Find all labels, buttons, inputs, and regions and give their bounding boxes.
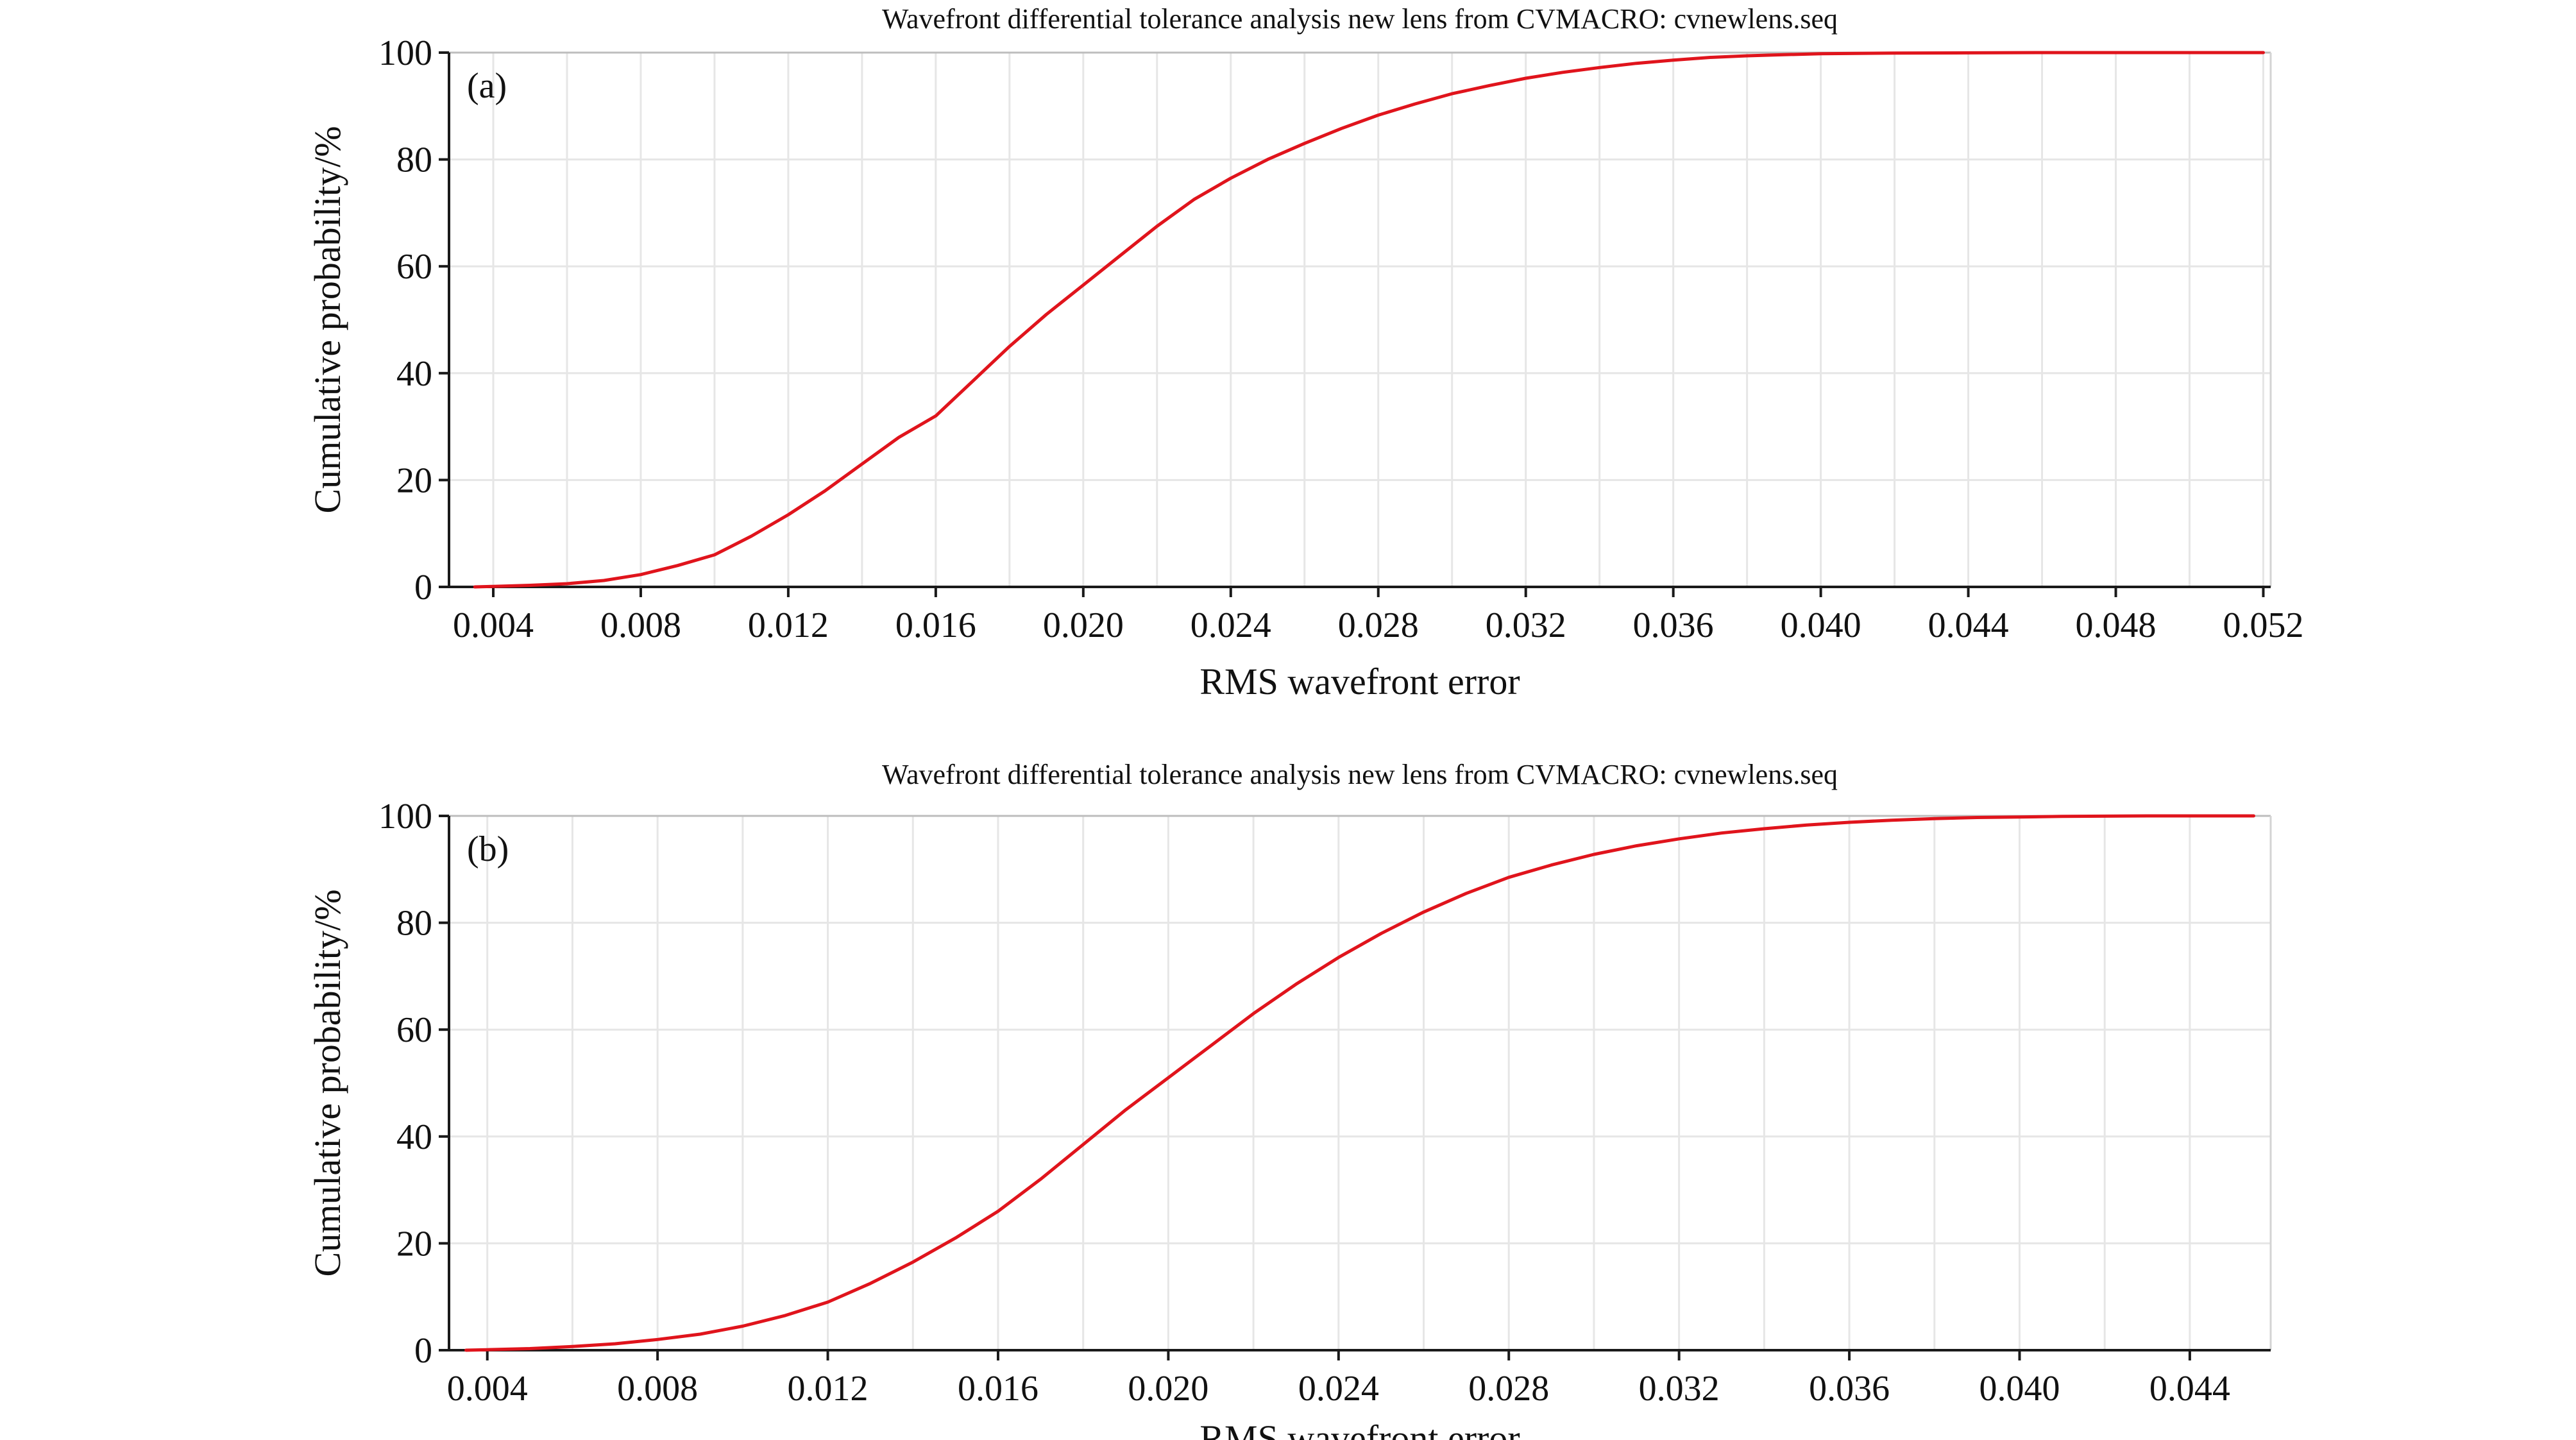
y-tick-label: 0 — [414, 1331, 432, 1371]
x-tick-label: 0.036 — [1633, 606, 1714, 645]
x-tick-label: 0.040 — [1979, 1369, 2060, 1409]
x-tick-label: 0.028 — [1468, 1369, 1549, 1409]
panel-label: (a) — [467, 66, 507, 106]
x-tick-label: 0.036 — [1809, 1369, 1890, 1409]
y-tick-label: 60 — [396, 1010, 432, 1050]
x-tick-label: 0.008 — [617, 1369, 698, 1409]
x-tick-label: 0.048 — [2076, 606, 2157, 645]
chart-panel-b: 0.004 0.008 0.012 0.016 0.020 0.024 0.028 0.032… — [307, 759, 2272, 1440]
panel-label: (b) — [467, 829, 509, 869]
cdf-curve-series-0 — [473, 51, 2265, 589]
chart-title: Wavefront differential tolerance analysi… — [882, 759, 1838, 790]
y-tick-label: 20 — [396, 461, 432, 500]
chart-panel-a: 0.004 0.008 0.012 0.016 0.020 0.024 0.028 0.032… — [307, 3, 2304, 702]
y-tick-label: 40 — [396, 1117, 432, 1157]
x-tick-label: 0.028 — [1338, 606, 1419, 645]
x-tick-label: 0.016 — [958, 1369, 1038, 1409]
x-tick-label: 0.024 — [1191, 606, 1271, 645]
y-tick-label: 80 — [396, 140, 432, 180]
x-tick-label: 0.016 — [895, 606, 976, 645]
x-tick-label: 0.024 — [1298, 1369, 1379, 1409]
x-tick-label: 0.020 — [1128, 1369, 1208, 1409]
x-tick-label: 0.044 — [2149, 1369, 2230, 1409]
y-axis-label: Cumulative probability/% — [307, 126, 348, 513]
y-tick-label: 40 — [396, 354, 432, 394]
x-tick-label: 0.020 — [1043, 606, 1124, 645]
y-tick-label: 100 — [378, 33, 432, 73]
y-tick-label: 0 — [414, 568, 432, 607]
y-tick-label: 60 — [396, 247, 432, 287]
x-tick-label: 0.008 — [600, 606, 681, 645]
x-tick-label: 0.004 — [453, 606, 534, 645]
x-tick-label: 0.012 — [748, 606, 829, 645]
cdf-curve-series-0 — [464, 814, 2255, 1352]
x-axis-label: RMS wavefront error — [1199, 1418, 1520, 1440]
x-tick-label: 0.032 — [1639, 1369, 1720, 1409]
x-axis-label: RMS wavefront error — [1199, 661, 1520, 702]
x-tick-label: 0.044 — [1928, 606, 2009, 645]
x-tick-label: 0.032 — [1486, 606, 1566, 645]
x-tick-label: 0.040 — [1781, 606, 1861, 645]
chart-title: Wavefront differential tolerance analysi… — [882, 3, 1838, 35]
y-tick-label: 80 — [396, 904, 432, 944]
x-tick-label: 0.004 — [447, 1369, 528, 1409]
x-tick-label: 0.052 — [2223, 606, 2304, 645]
x-tick-label: 0.012 — [788, 1369, 869, 1409]
y-tick-label: 100 — [378, 797, 432, 836]
y-tick-label: 20 — [396, 1224, 432, 1264]
y-axis-label: Cumulative probability/% — [307, 889, 348, 1276]
